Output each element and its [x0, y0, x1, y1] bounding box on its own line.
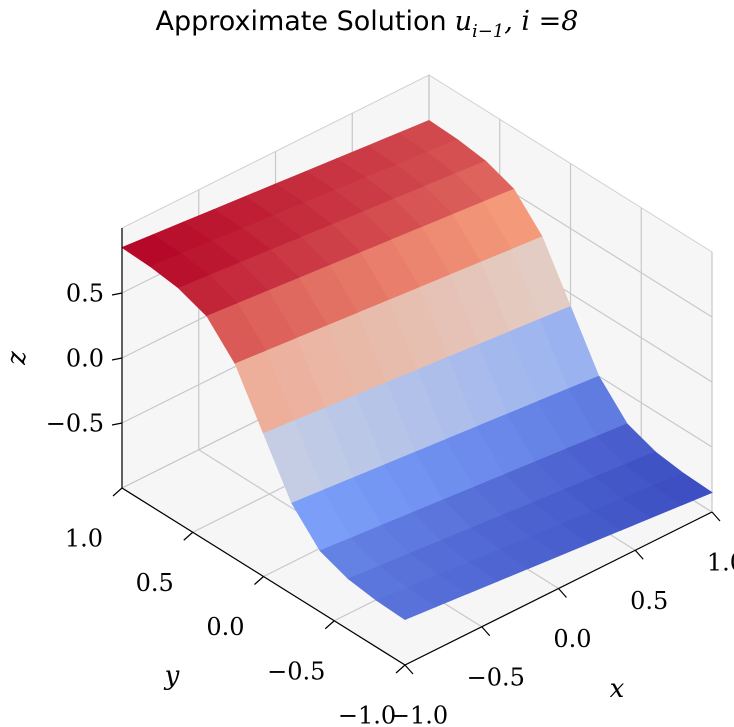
z-tick-mark: [111, 357, 123, 361]
surface: [121, 120, 713, 620]
title-rest: , i =8: [504, 6, 578, 37]
x-tick-mark: [481, 626, 491, 637]
x-tick-mark: [558, 588, 567, 598]
title-text: Approximate Solution: [156, 6, 447, 37]
y-tick-label: −1.0: [338, 702, 396, 727]
z-tick-mark: [111, 422, 123, 426]
z-tick-mark: [111, 292, 123, 296]
y-axis-line: [121, 487, 406, 666]
y-tick-label: −0.5: [267, 657, 325, 685]
title-sub: i−1: [472, 21, 504, 42]
y-tick-label: 0.0: [206, 613, 244, 641]
z-axis-label: z: [2, 351, 32, 366]
title-base: u: [455, 6, 472, 37]
x-axis-label: x: [610, 674, 625, 704]
surface-patch: [375, 587, 437, 620]
x-tick-label: −0.5: [467, 663, 525, 691]
y-tick-mark: [254, 576, 264, 585]
z-tick-label: −0.5: [46, 410, 104, 438]
z-tick-label: 0.0: [66, 345, 104, 373]
x-axis-line: [404, 511, 713, 666]
chart-title: Approximate Solution ui−1, i =8: [156, 6, 579, 42]
z-tick-label: 0.5: [66, 280, 104, 308]
y-tick-mark: [112, 487, 123, 497]
y-axis-label: y: [164, 661, 180, 691]
y-tick-mark: [183, 531, 194, 541]
x-tick-mark: [404, 664, 414, 675]
x-tick-label: −1.0: [390, 702, 448, 727]
y-tick-label: 0.5: [136, 569, 174, 597]
x-tick-label: 0.0: [553, 625, 591, 653]
y-tick-mark: [395, 664, 406, 674]
x-tick-label: 1.0: [707, 549, 734, 577]
x-tick-mark: [634, 549, 644, 560]
y-tick-mark: [324, 620, 335, 630]
axes: −1.0 −0.5 0.0 0.5 1.0 −1.0 −0.5 0.0 0.5 1.0 −0.5 0.…: [46, 228, 734, 727]
x-tick-label: 0.5: [630, 587, 668, 615]
y-tick-label: 1.0: [65, 525, 103, 553]
x-tick-mark: [711, 511, 721, 522]
